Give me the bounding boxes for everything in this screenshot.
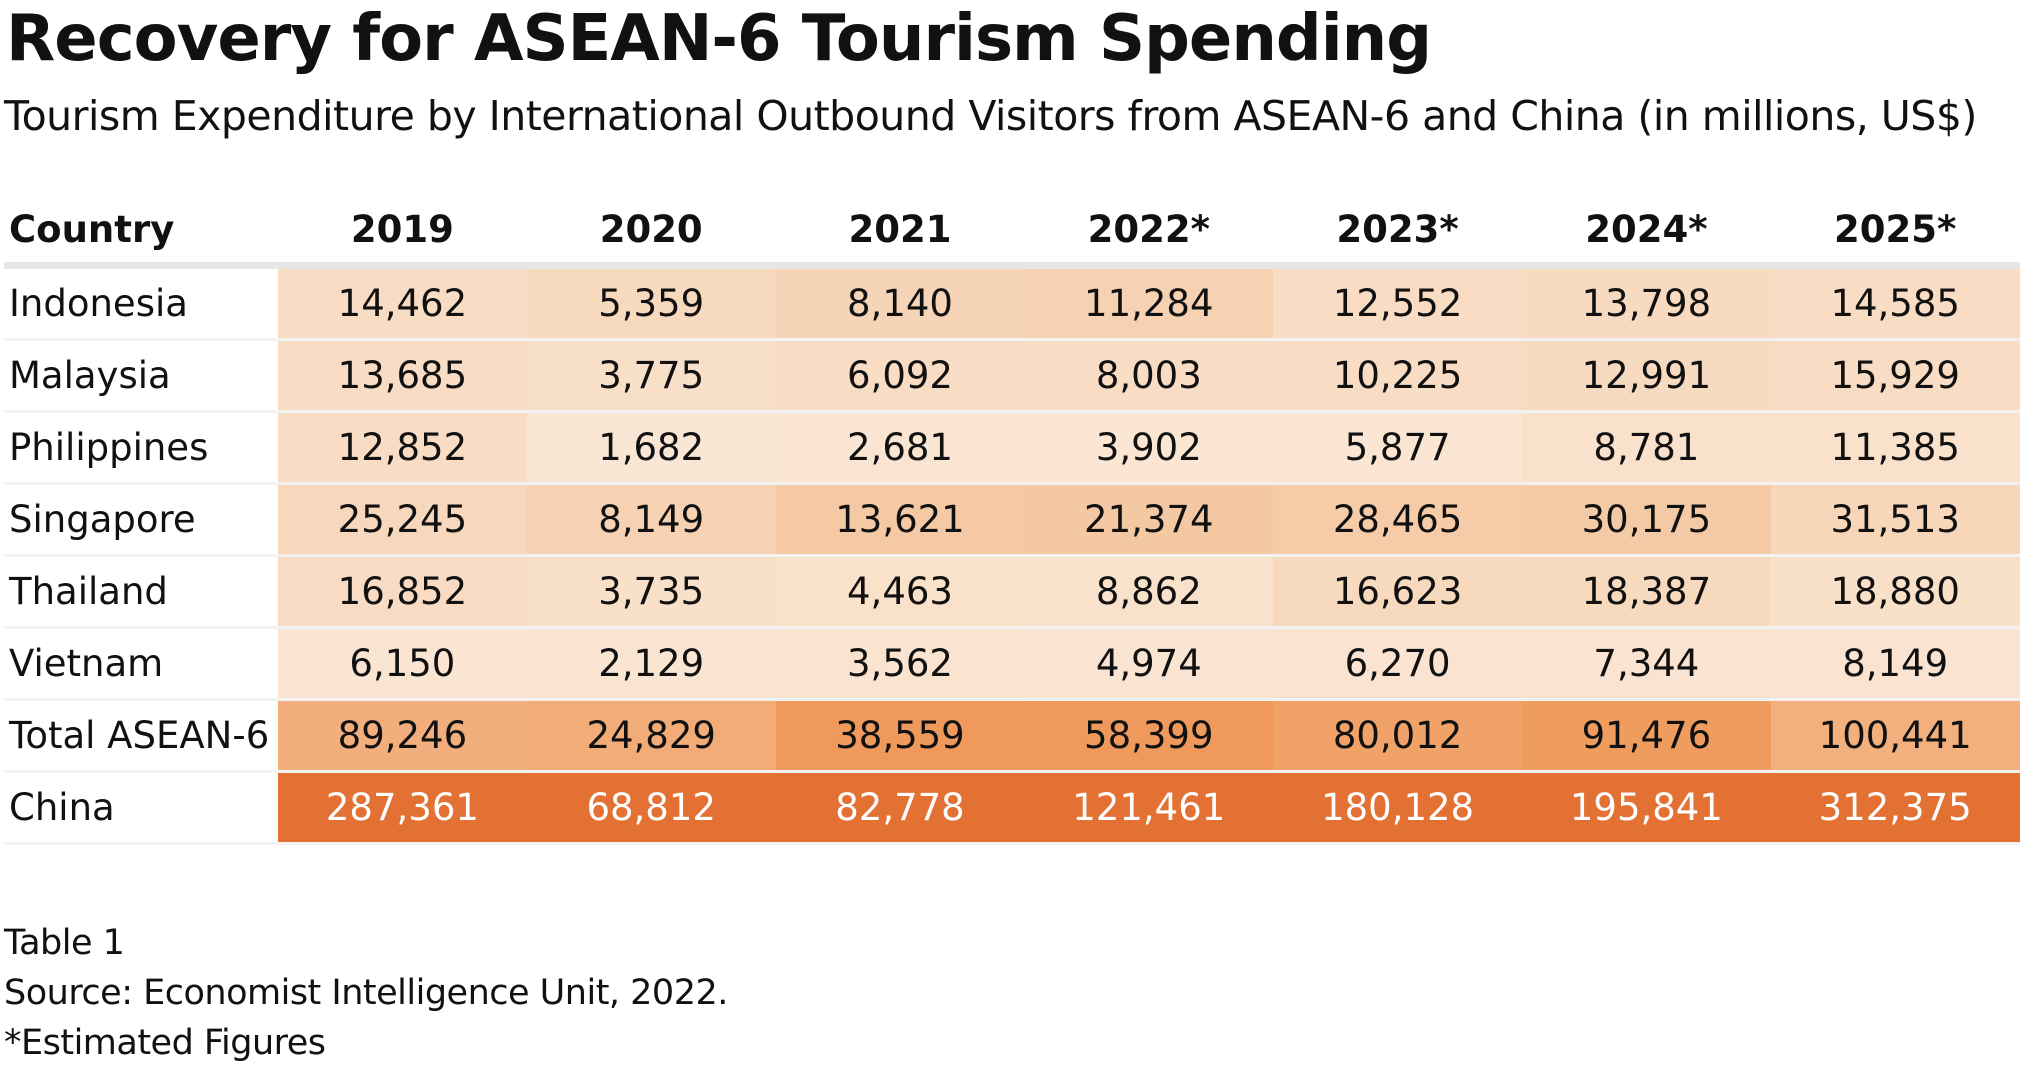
- table-cell: 16,623: [1273, 557, 1522, 626]
- table-cell: 6,270: [1273, 629, 1522, 698]
- table-cell: 5,359: [526, 269, 776, 338]
- table-cell: 8,781: [1521, 413, 1771, 482]
- row-label: Vietnam: [9, 642, 164, 685]
- table-row: Total ASEAN-6 89,246 24,829 38,559 58,399 80,…: [4, 701, 2020, 773]
- row-label: Thailand: [9, 570, 168, 613]
- table-cell: 180,128: [1273, 773, 1522, 842]
- table-cell: 13,621: [775, 485, 1025, 554]
- table-cell: 100,441: [1770, 701, 2020, 770]
- table-row: Malaysia 13,685 3,775 6,092 8,003 10,225 12,99…: [4, 341, 2020, 413]
- table-cell: 6,150: [278, 629, 527, 698]
- row-label: Total ASEAN-6: [9, 714, 270, 757]
- table-header-row: Country 2019 2020 2021 2022* 2023* 2024* 2025*: [4, 196, 2020, 269]
- row-label: Singapore: [9, 498, 196, 541]
- table-cell: 1,682: [526, 413, 776, 482]
- table-cell: 82,778: [775, 773, 1025, 842]
- column-header-year: 2024*: [1585, 207, 1708, 251]
- table-notes: Table 1 Source: Economist Intelligence U…: [4, 918, 728, 1068]
- column-header-year: 2019: [350, 207, 454, 251]
- table-cell: 14,585: [1770, 269, 2020, 338]
- row-label: Indonesia: [9, 282, 188, 325]
- table-cell: 3,775: [526, 341, 776, 410]
- table-cell: 8,149: [526, 485, 776, 554]
- table-cell: 28,465: [1273, 485, 1522, 554]
- table-cell: 31,513: [1770, 485, 2020, 554]
- table-cell: 3,562: [775, 629, 1025, 698]
- column-header-year: 2020: [599, 207, 703, 251]
- table-cell: 11,385: [1770, 413, 2020, 482]
- table-cell: 38,559: [775, 701, 1025, 770]
- table-cell: 6,092: [775, 341, 1025, 410]
- table-cell: 18,880: [1770, 557, 2020, 626]
- table-cell: 13,798: [1521, 269, 1771, 338]
- row-label: Malaysia: [9, 354, 171, 397]
- source-note: Source: Economist Intelligence Unit, 202…: [4, 973, 728, 1013]
- data-table: Country 2019 2020 2021 2022* 2023* 2024* 2025* …: [4, 196, 2020, 845]
- table-cell: 312,375: [1770, 773, 2020, 842]
- page-subtitle: Tourism Expenditure by International Out…: [4, 92, 1977, 140]
- table-cell: 18,387: [1521, 557, 1771, 626]
- table-cell: 58,399: [1024, 701, 1274, 770]
- table-cell: 5,877: [1273, 413, 1522, 482]
- table-cell: 3,902: [1024, 413, 1274, 482]
- table-row: Singapore 25,245 8,149 13,621 21,374 28,465 30…: [4, 485, 2020, 557]
- table-cell: 8,140: [775, 269, 1025, 338]
- table-cell: 68,812: [526, 773, 776, 842]
- column-header-year: 2023*: [1336, 207, 1459, 251]
- column-header-country: Country: [9, 207, 175, 251]
- table-cell: 8,862: [1024, 557, 1274, 626]
- table-cell: 11,284: [1024, 269, 1274, 338]
- table-cell: 21,374: [1024, 485, 1274, 554]
- row-label: Philippines: [9, 426, 209, 469]
- table-body: Indonesia 14,462 5,359 8,140 11,284 12,552 13,…: [4, 269, 2020, 845]
- table-cell: 4,463: [775, 557, 1025, 626]
- page-title: Recovery for ASEAN-6 Tourism Spending: [6, 2, 1432, 76]
- table-cell: 12,991: [1521, 341, 1771, 410]
- table-label: Table 1: [4, 923, 125, 963]
- table-cell: 2,681: [775, 413, 1025, 482]
- column-header-year: 2021: [848, 207, 952, 251]
- table-cell: 30,175: [1521, 485, 1771, 554]
- table-cell: 25,245: [278, 485, 527, 554]
- table-cell: 287,361: [278, 773, 527, 842]
- table-cell: 4,974: [1024, 629, 1274, 698]
- table-row: China 287,361 68,812 82,778 121,461 180,128 19…: [4, 773, 2020, 845]
- table-cell: 80,012: [1273, 701, 1522, 770]
- table-cell: 15,929: [1770, 341, 2020, 410]
- column-header-year: 2022*: [1087, 207, 1210, 251]
- table-cell: 8,149: [1770, 629, 2020, 698]
- table-cell: 14,462: [278, 269, 527, 338]
- table-cell: 13,685: [278, 341, 527, 410]
- estimate-footnote: *Estimated Figures: [4, 1023, 326, 1063]
- table-cell: 3,735: [526, 557, 776, 626]
- column-header-year: 2025*: [1834, 207, 1957, 251]
- table-cell: 10,225: [1273, 341, 1522, 410]
- table-cell: 2,129: [526, 629, 776, 698]
- table-row: Indonesia 14,462 5,359 8,140 11,284 12,552 13,…: [4, 269, 2020, 341]
- table-cell: 89,246: [278, 701, 527, 770]
- table-cell: 12,552: [1273, 269, 1522, 338]
- table-cell: 121,461: [1024, 773, 1274, 842]
- table-cell: 12,852: [278, 413, 527, 482]
- table-cell: 24,829: [526, 701, 776, 770]
- table-row: Thailand 16,852 3,735 4,463 8,862 16,623 18,38…: [4, 557, 2020, 629]
- table-cell: 8,003: [1024, 341, 1274, 410]
- table-row: Philippines 12,852 1,682 2,681 3,902 5,877 8,7…: [4, 413, 2020, 485]
- row-label: China: [9, 786, 115, 829]
- table-cell: 7,344: [1521, 629, 1771, 698]
- table-cell: 195,841: [1521, 773, 1771, 842]
- table-cell: 91,476: [1521, 701, 1771, 770]
- table-row: Vietnam 6,150 2,129 3,562 4,974 6,270 7,344 8,1…: [4, 629, 2020, 701]
- table-cell: 16,852: [278, 557, 527, 626]
